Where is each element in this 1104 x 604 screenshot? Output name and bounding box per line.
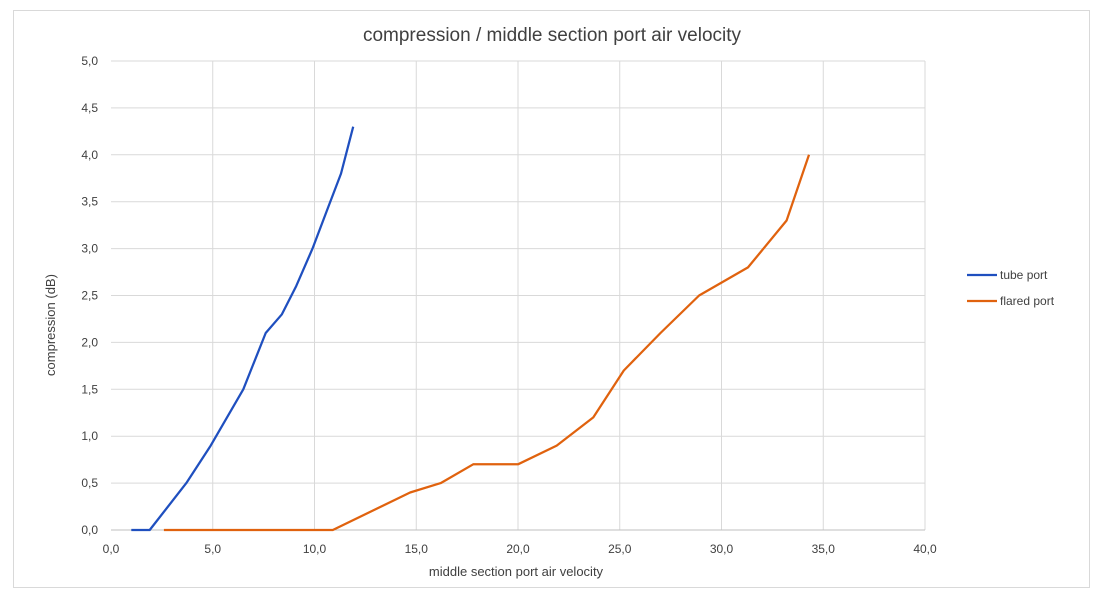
series-line-tube-port: [131, 126, 355, 532]
y-tick-label: 1,0: [81, 429, 98, 443]
y-tick-label: 0,5: [81, 476, 98, 490]
y-tick-label: 4,5: [81, 101, 98, 115]
legend-label: tube port: [1000, 268, 1048, 282]
x-tick-label: 0,0: [103, 542, 120, 556]
y-tick-label: 1,5: [81, 382, 98, 396]
x-tick-label: 35,0: [812, 542, 836, 556]
y-tick-label: 4,0: [81, 148, 98, 162]
x-tick-label: 15,0: [405, 542, 429, 556]
x-axis-label: middle section port air velocity: [429, 564, 604, 579]
y-tick-label: 3,5: [81, 195, 98, 209]
x-tick-label: 25,0: [608, 542, 632, 556]
line-chart: compression / middle section port air ve…: [43, 25, 1055, 579]
legend-label: flared port: [1000, 294, 1055, 308]
y-axis-label: compression (dB): [43, 274, 58, 376]
chart-title: compression / middle section port air ve…: [363, 25, 742, 46]
y-tick-label: 2,0: [81, 335, 98, 349]
x-tick-label: 5,0: [204, 542, 221, 556]
y-tick-label: 0,0: [81, 523, 98, 537]
series-line-flared-port: [163, 154, 811, 532]
x-tick-label: 10,0: [303, 542, 327, 556]
chart-frame: compression / middle section port air ve…: [13, 10, 1090, 588]
tick-labels: 0,0 5,0 10,0 15,0 20,0 25,0 30,0 35,0 40,0 0,0 0,5…: [81, 54, 937, 556]
y-tick-label: 5,0: [81, 54, 98, 68]
y-tick-label: 3,0: [81, 242, 98, 256]
x-tick-label: 30,0: [710, 542, 734, 556]
x-tick-label: 20,0: [506, 542, 530, 556]
y-tick-label: 2,5: [81, 289, 98, 303]
series-lines: [131, 126, 811, 532]
x-tick-label: 40,0: [913, 542, 937, 556]
legend: tube port flared port: [967, 268, 1055, 308]
grid-lines: [111, 60, 926, 531]
